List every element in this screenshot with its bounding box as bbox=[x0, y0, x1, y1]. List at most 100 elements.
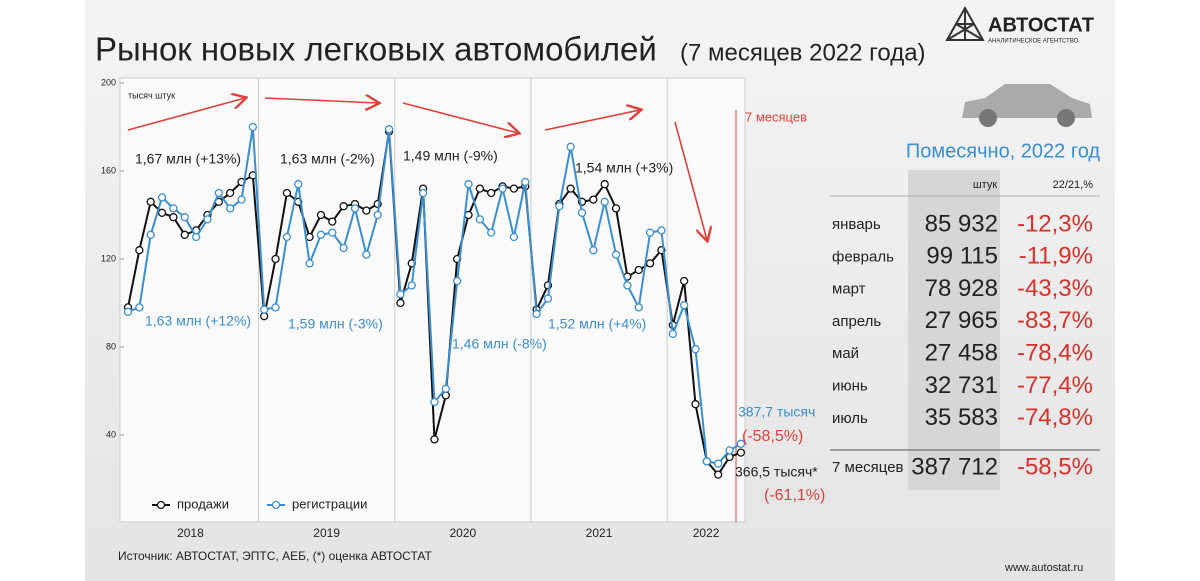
annotation: 1,59 млн (-3%) bbox=[288, 316, 383, 332]
table-cell: -11,9% bbox=[1019, 243, 1093, 270]
point bbox=[169, 204, 178, 213]
table-cell: май bbox=[832, 345, 859, 362]
point bbox=[521, 177, 530, 187]
point bbox=[373, 210, 382, 220]
point bbox=[600, 197, 609, 206]
table-cell: -43,3% bbox=[1017, 275, 1093, 302]
point bbox=[203, 215, 212, 224]
title: Рынок новых легковых автомобилей bbox=[95, 31, 657, 68]
point bbox=[362, 206, 371, 215]
point bbox=[566, 142, 575, 151]
table-cell: -12,3% bbox=[1017, 210, 1093, 237]
y-tick-label: 120 bbox=[101, 253, 116, 263]
table-shade bbox=[908, 170, 1000, 490]
point bbox=[600, 180, 609, 189]
subtitle: (7 месяцев 2022 года) bbox=[680, 39, 926, 66]
point bbox=[294, 180, 303, 189]
point bbox=[532, 309, 541, 319]
table-cell: январь bbox=[832, 216, 881, 233]
point bbox=[623, 281, 632, 290]
point bbox=[339, 243, 348, 253]
table-cell: -78,4% bbox=[1017, 340, 1093, 367]
table-cell: 32 731 bbox=[925, 372, 998, 399]
point bbox=[225, 204, 235, 213]
table-cell: 387 712 bbox=[911, 453, 998, 480]
point bbox=[441, 384, 450, 393]
point bbox=[430, 435, 439, 444]
table-cell: март bbox=[832, 281, 866, 298]
point bbox=[498, 184, 507, 193]
car-icon bbox=[962, 84, 1092, 127]
table-cell: 78 928 bbox=[925, 275, 998, 302]
point bbox=[475, 215, 485, 224]
point bbox=[146, 197, 155, 206]
point bbox=[487, 188, 496, 198]
annotation: 7 месяцев bbox=[745, 109, 807, 124]
point bbox=[634, 265, 643, 275]
y-tick-label: 80 bbox=[106, 341, 116, 351]
y-axis-label: тысяч штук bbox=[128, 90, 175, 100]
website: www.autostat.ru bbox=[1004, 562, 1083, 574]
annotation: 1,49 млн (-9%) bbox=[403, 148, 498, 164]
annotation: 1,46 млн (-8%) bbox=[452, 336, 547, 352]
y-tick-label: 40 bbox=[106, 429, 116, 439]
point bbox=[691, 400, 700, 409]
point bbox=[123, 307, 133, 316]
point bbox=[657, 226, 666, 235]
point bbox=[509, 184, 519, 193]
point bbox=[396, 298, 405, 308]
point bbox=[384, 125, 394, 134]
table-cell: -74,8% bbox=[1017, 404, 1093, 431]
point bbox=[634, 303, 643, 312]
table-cell: апрель bbox=[832, 313, 881, 330]
point bbox=[271, 303, 280, 312]
table-header: 22/21,% bbox=[1053, 179, 1094, 191]
point bbox=[611, 204, 621, 213]
point bbox=[135, 246, 144, 255]
annotation: (-58,5%) bbox=[742, 428, 803, 445]
point bbox=[305, 259, 314, 268]
point bbox=[589, 246, 598, 255]
point bbox=[282, 188, 292, 198]
point bbox=[237, 195, 246, 204]
logo-name: АВТОСТАТ bbox=[988, 14, 1094, 36]
annotation: 1,63 млн (+12%) bbox=[145, 313, 251, 329]
point bbox=[180, 230, 189, 239]
point bbox=[645, 259, 655, 268]
point bbox=[350, 204, 360, 213]
point bbox=[611, 250, 621, 259]
logo-icon bbox=[945, 5, 985, 41]
table-cell: июль bbox=[832, 410, 868, 427]
point bbox=[418, 188, 428, 198]
point bbox=[146, 230, 155, 239]
x-year-label: 2020 bbox=[449, 526, 476, 540]
source: Источник: АВТОСТАТ, ЭПТС, АЕБ, (*) оценк… bbox=[118, 549, 432, 563]
table-cell: 7 месяцев bbox=[832, 459, 904, 476]
y-tick-label: 160 bbox=[101, 165, 116, 175]
point bbox=[464, 180, 473, 189]
legend-label: регистрации bbox=[292, 496, 367, 511]
point bbox=[214, 188, 223, 198]
point bbox=[191, 232, 201, 242]
annotation: (-61,1%) bbox=[764, 487, 825, 504]
point bbox=[339, 202, 348, 211]
point bbox=[225, 188, 235, 198]
point bbox=[487, 228, 496, 237]
point bbox=[430, 397, 439, 407]
point bbox=[680, 301, 689, 310]
point bbox=[680, 276, 689, 286]
y-tick-label: 200 bbox=[101, 77, 116, 87]
plot-area bbox=[119, 77, 746, 523]
table-cell: 27 458 bbox=[925, 340, 998, 367]
point bbox=[725, 446, 734, 455]
point bbox=[589, 195, 598, 204]
point bbox=[316, 210, 326, 220]
point bbox=[169, 213, 178, 222]
point bbox=[362, 250, 371, 259]
point bbox=[248, 122, 258, 132]
table-cell: июнь bbox=[832, 377, 868, 394]
annotation: 387,7 тысяч bbox=[738, 404, 815, 420]
point bbox=[691, 345, 700, 354]
table-cell: 35 583 bbox=[925, 404, 998, 431]
point bbox=[566, 184, 575, 193]
